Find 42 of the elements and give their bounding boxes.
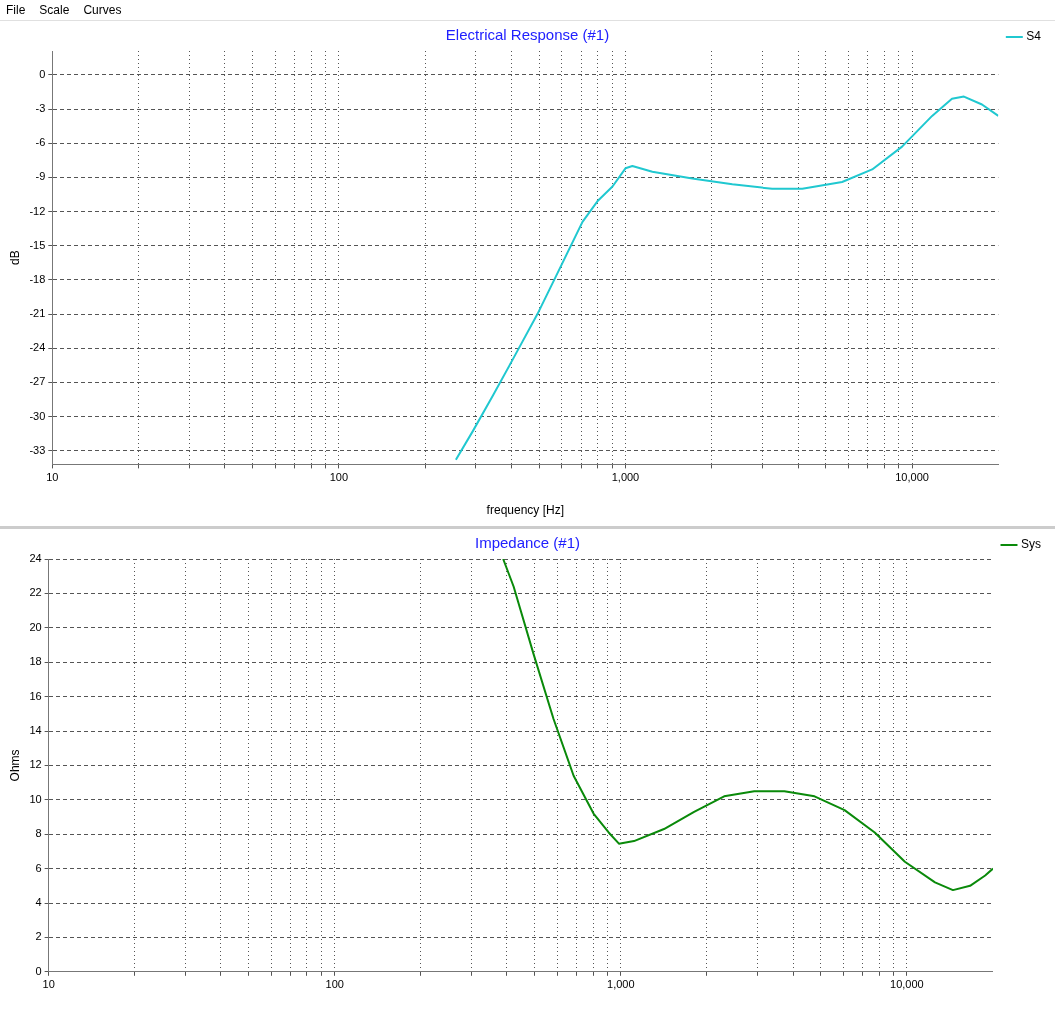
y-tick-label: -27 [29,375,46,388]
y-tick-label: 4 [35,896,42,909]
y-tick-label: 6 [35,861,42,874]
y-tick-label: -18 [29,272,46,285]
legend-label: S4 [1026,29,1042,44]
y-tick-label: -3 [35,102,46,115]
x-tick-label: 10,000 [890,978,924,991]
x-tick-label: 10,000 [895,470,929,483]
y-axis-title: dB [7,250,22,266]
y-tick-label: 18 [29,655,42,668]
y-tick-label: 0 [39,67,46,80]
x-axis-title: frequency [Hz] [486,503,564,518]
y-tick-label: 0 [35,964,42,977]
y-tick-label: -24 [29,341,46,354]
x-tick-label: 1,000 [607,978,635,991]
x-tick-label: 100 [329,470,349,483]
chart-title: Electrical Response (#1) [445,26,610,44]
y-tick-label: 14 [29,724,42,737]
chart-title: Impedance (#1) [474,534,581,552]
y-tick-label: -21 [29,307,46,320]
y-tick-label: -12 [29,204,46,217]
y-tick-label: -9 [35,170,46,183]
y-tick-label: 8 [35,827,42,840]
text: File [6,2,26,19]
y-tick-label: 12 [29,758,42,771]
legend-label: Sys [1021,537,1042,552]
y-tick-label: 22 [29,586,42,599]
x-tick-label: 1,000 [611,470,640,483]
x-tick-label: 10 [46,470,59,483]
y-tick-label: 16 [29,689,42,702]
y-tick-label: -33 [29,443,46,456]
y-axis-title: Ohms [7,749,22,782]
y-tick-label: 20 [29,620,42,633]
y-tick-label: 10 [29,792,42,805]
y-tick-label: 2 [35,930,42,943]
text: Curves [83,2,122,19]
y-tick-label: 24 [29,552,42,565]
y-tick-label: -6 [35,136,46,149]
y-tick-label: -15 [29,238,46,251]
x-tick-label: 100 [325,978,344,991]
text: Scale [39,2,70,19]
y-tick-label: -30 [29,409,46,422]
